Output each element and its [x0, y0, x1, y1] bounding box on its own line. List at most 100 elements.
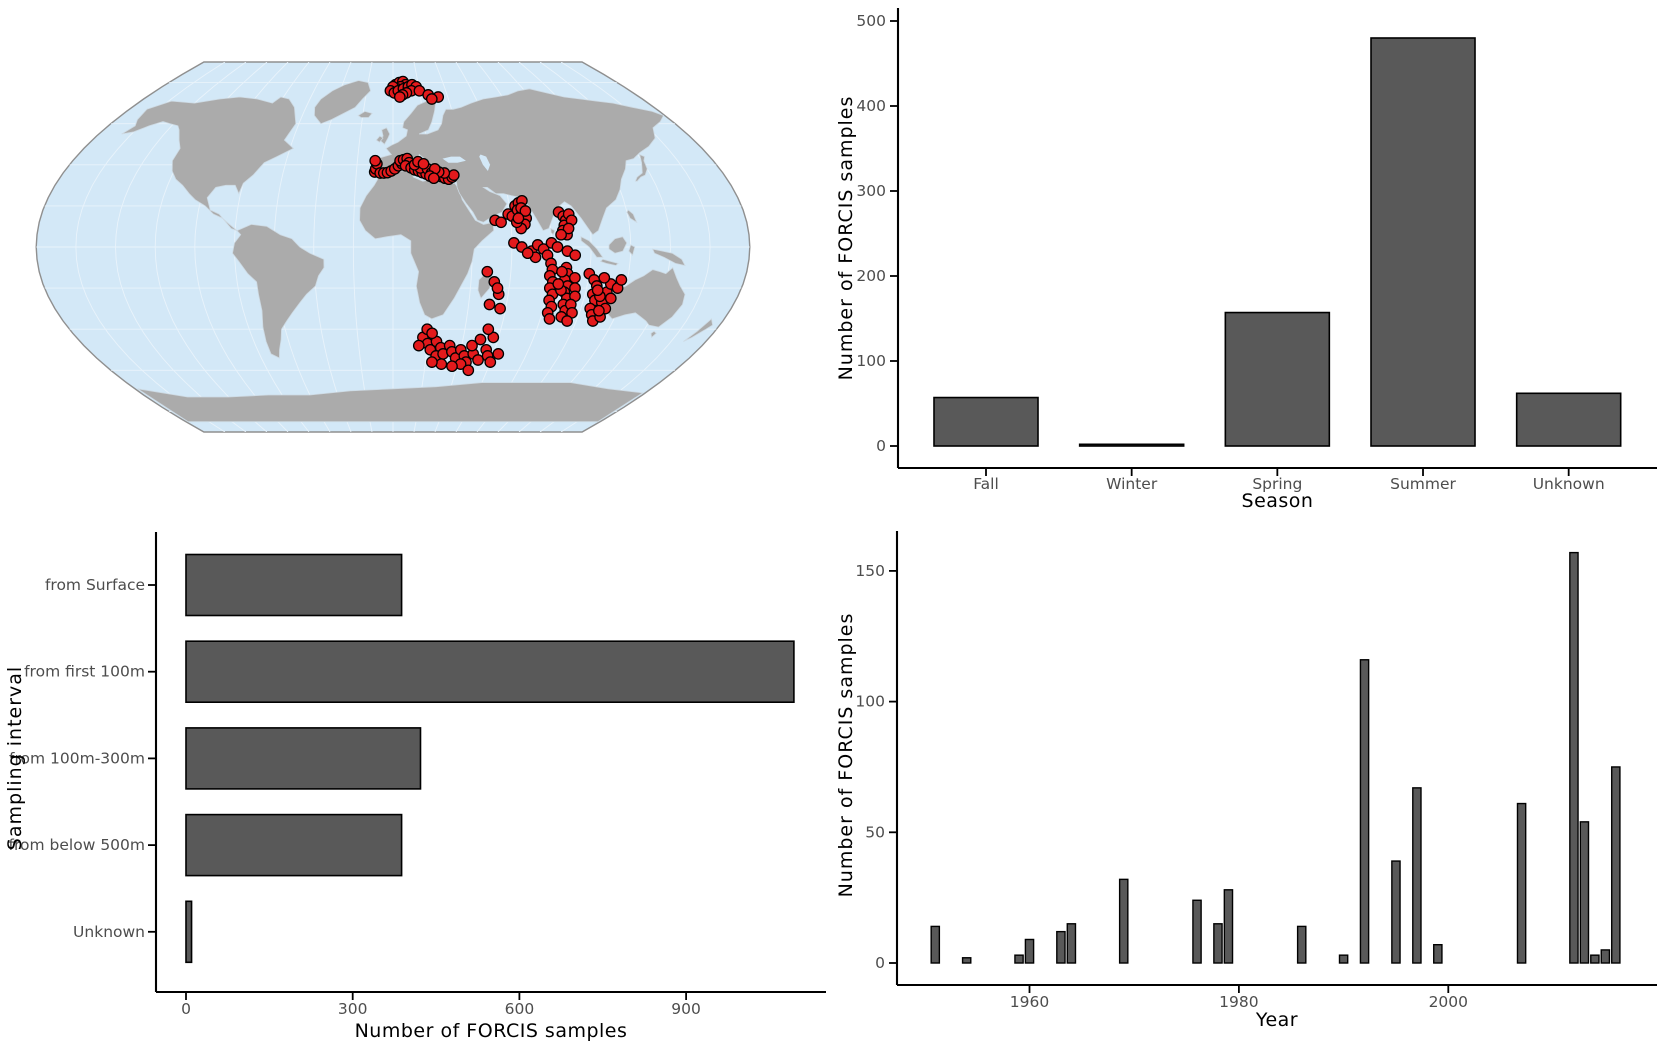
sample-point [427, 172, 440, 185]
sample-point [521, 247, 534, 260]
y-axis-title: Number of FORCIS samples [835, 613, 857, 898]
y-tick-label: from Surface [45, 576, 145, 594]
sample-point [591, 284, 604, 297]
sample-point [474, 333, 487, 346]
x-tick-label: 900 [671, 1000, 701, 1018]
x-tick-label: 300 [338, 1000, 368, 1018]
year-bar-1976 [1192, 899, 1202, 964]
sample-point [551, 241, 564, 253]
sample-point [556, 265, 568, 278]
year-bar-1997 [1412, 787, 1422, 964]
sample-point [483, 298, 496, 311]
interval-bar-1 [185, 553, 403, 617]
y-tick-label: 0 [875, 954, 885, 972]
year-bar-1963 [1056, 930, 1066, 964]
sample-point [447, 169, 460, 181]
y-tick-label: 100 [855, 693, 885, 711]
sample-point [569, 249, 582, 262]
sample-point [604, 292, 617, 305]
year-bar-2007 [1516, 802, 1527, 964]
sample-point [543, 313, 556, 325]
sample-point [426, 356, 438, 368]
season-bar-summer [1370, 37, 1476, 447]
year-bar-1978 [1213, 923, 1223, 964]
sample-point [562, 222, 575, 235]
x-axis-title: Season [1242, 490, 1314, 512]
y-tick-label: from 100m-300m [9, 749, 145, 767]
sample-point [491, 282, 504, 294]
x-tick-label: Summer [1390, 475, 1456, 493]
sample-point [598, 271, 611, 284]
sample-point [555, 228, 567, 241]
year-bar-1954 [961, 957, 972, 964]
x-tick-label: 2000 [1429, 993, 1468, 1011]
sample-point [492, 348, 505, 360]
sample-point [569, 271, 581, 284]
year-bar-1959 [1014, 954, 1024, 964]
y-tick-label: 150 [855, 562, 885, 580]
y-tick-label: 500 [856, 12, 886, 30]
sample-point [462, 364, 475, 377]
x-tick-label: Winter [1106, 475, 1158, 493]
sample-point [482, 323, 495, 336]
x-axis-title: Number of FORCIS samples [355, 1020, 628, 1041]
year-bar-chart: 0 50 100 150 1960 1980 2000 Year Number of FORCI… [835, 531, 1657, 1031]
x-tick-label: 1960 [1010, 993, 1049, 1011]
y-tick-label: 300 [856, 182, 886, 200]
year-bar-2013 [1579, 821, 1590, 964]
sample-point [417, 157, 430, 170]
sample-point [426, 327, 438, 340]
sample-point [519, 205, 532, 217]
y-tick-label: from first 100m [24, 663, 145, 681]
sample-point [435, 358, 448, 370]
season-bar-fall [933, 396, 1039, 447]
sample-point [393, 91, 406, 103]
year-bar-1964 [1066, 923, 1077, 964]
year-bar-2012 [1569, 551, 1579, 964]
sample-points [368, 75, 628, 377]
year-bar-1992 [1359, 659, 1370, 964]
year-bar-2015 [1600, 949, 1611, 964]
season-bar-spring [1224, 311, 1331, 447]
y-tick-label: Unknown [73, 923, 145, 941]
interval-bar-2 [185, 640, 795, 703]
y-tick-label: 100 [856, 352, 886, 370]
year-chart-panel: 0 50 100 150 1960 1980 2000 Year Number of FORCI… [795, 505, 1667, 1041]
x-tick-label: 0 [181, 1000, 191, 1018]
sample-point [495, 216, 507, 229]
sample-point [425, 93, 438, 105]
world-map [35, 61, 751, 433]
season-bar-winter [1078, 443, 1185, 447]
season-bar-chart: 0 100 200 300 400 500 Fall Winter Spring Summer Un… [835, 8, 1657, 512]
sampling-interval-bar-chart: 0 300 600 900 from Surface from first 100m fro… [4, 532, 826, 1041]
interval-bar-4 [185, 813, 403, 877]
y-axis-title: Number of FORCIS samples [835, 96, 857, 381]
x-axis-title: Year [1255, 1009, 1298, 1031]
sample-point [446, 360, 458, 373]
sample-point [512, 212, 525, 225]
y-tick-label: 0 [876, 437, 886, 455]
sample-point [494, 302, 506, 315]
year-bar-1995 [1391, 860, 1401, 964]
sample-point [615, 274, 628, 286]
sample-point [561, 315, 573, 327]
sample-point [472, 354, 484, 366]
year-bar-1960 [1024, 938, 1035, 964]
year-bar-1990 [1338, 954, 1349, 964]
sample-point [593, 304, 605, 317]
sample-point [481, 265, 494, 278]
sample-point [369, 154, 382, 167]
x-tick-label: Fall [973, 475, 999, 493]
year-bar-1986 [1296, 925, 1307, 964]
x-tick-label: 1980 [1219, 993, 1258, 1011]
interval-bar-5 [185, 900, 193, 964]
sampling-interval-chart-panel: 0 300 600 900 from Surface from first 100m fro… [0, 505, 835, 1041]
y-tick-label: from below 500m [9, 836, 145, 854]
season-chart-panel: 0 100 200 300 400 500 Fall Winter Spring Summer Un… [790, 0, 1667, 515]
y-tick-label: 200 [856, 267, 886, 285]
landmasses [121, 80, 714, 423]
x-tick-label: Spring [1252, 475, 1302, 493]
sample-point [484, 356, 497, 368]
year-bar-1951 [930, 925, 941, 964]
